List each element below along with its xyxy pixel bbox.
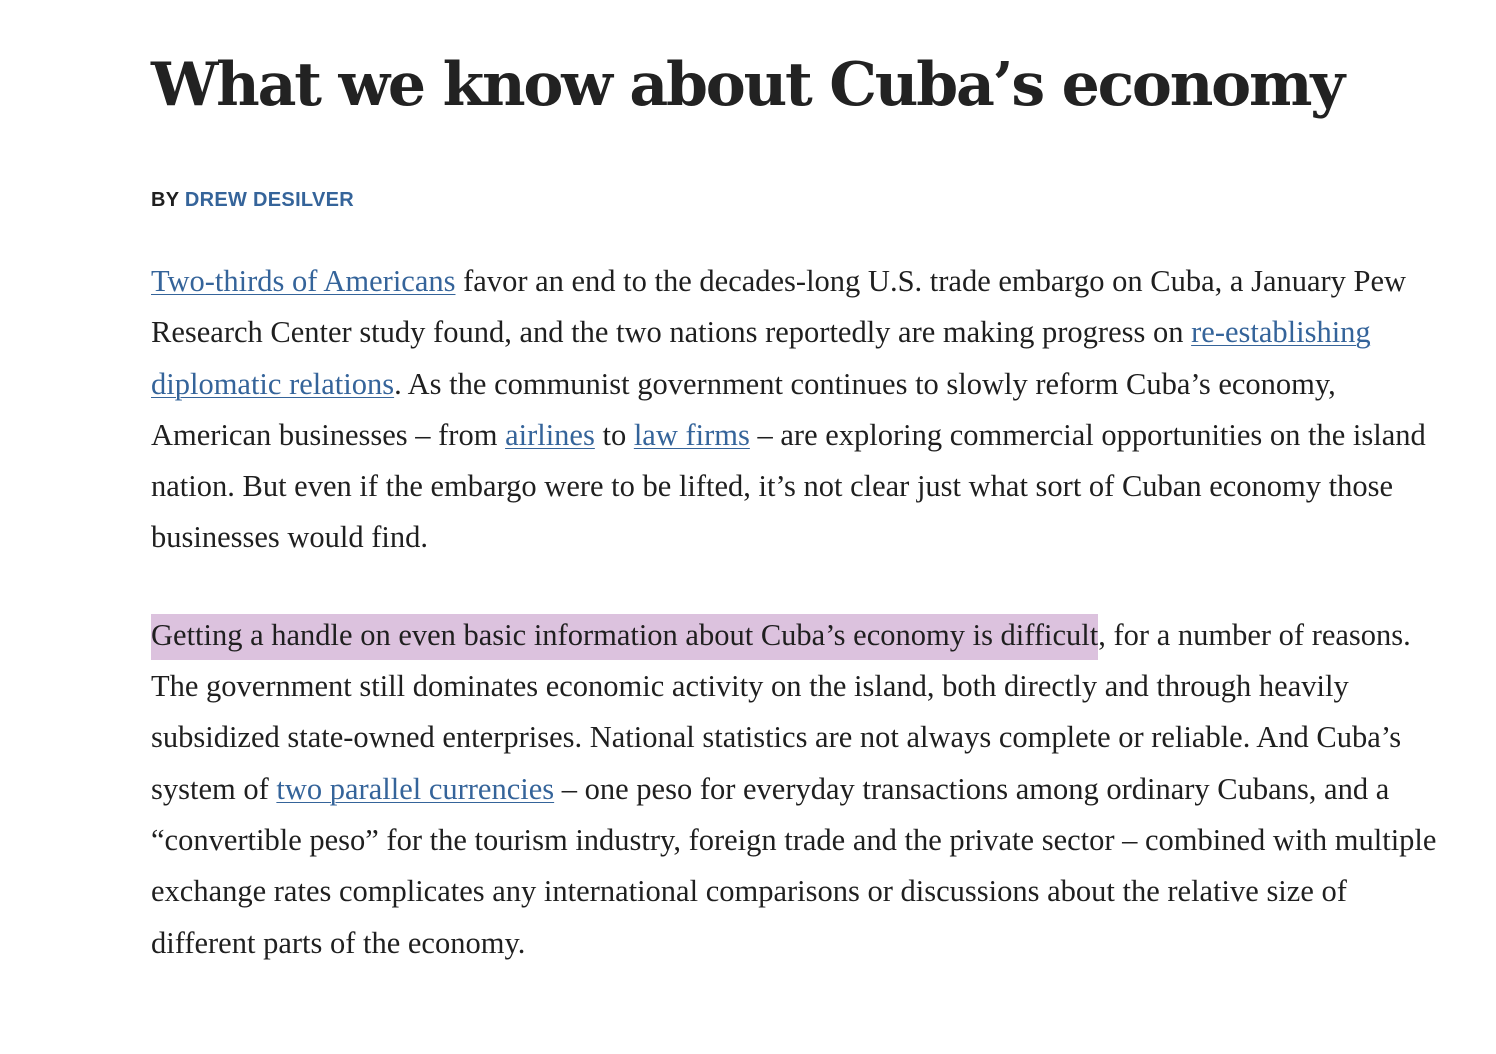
paragraph-2: Getting a handle on even basic informati… [151, 610, 1441, 969]
byline: BY DREW DESILVER [151, 182, 1441, 218]
paragraph-2-text-b: – one peso for everyday transactions amo… [151, 771, 1437, 960]
paragraph-1-text-c: to [594, 417, 634, 452]
paragraph-1-text-a: favor an end to the decades-long U.S. tr… [151, 264, 1407, 350]
paragraph-1-text-d: – are exploring commercial opportunities… [151, 417, 1426, 555]
paragraph-1-text-b: . As the communist government continues … [151, 366, 1336, 452]
article: What we know about Cuba’s economy BY DRE… [151, 40, 1441, 969]
paragraph-1: Two-thirds of Americans favor an end to … [151, 256, 1441, 564]
paragraph-2-text-a: , for a number of reasons. The governmen… [151, 617, 1411, 806]
law-firms-link[interactable]: law firms [633, 417, 750, 452]
byline-prefix: BY [151, 189, 180, 211]
article-title: What we know about Cuba’s economy [151, 50, 1345, 120]
airlines-link[interactable]: airlines [505, 417, 595, 452]
highlighted-text[interactable]: Getting a handle on even basic informati… [151, 613, 1099, 660]
two-thirds-link[interactable]: Two-thirds of Americans [151, 264, 456, 298]
parallel-currencies-link[interactable]: two parallel currencies [276, 771, 555, 806]
author-link[interactable]: DREW DESILVER [184, 189, 354, 211]
diplomatic-relations-link[interactable]: re-establishing diplomatic relations [151, 315, 1371, 401]
